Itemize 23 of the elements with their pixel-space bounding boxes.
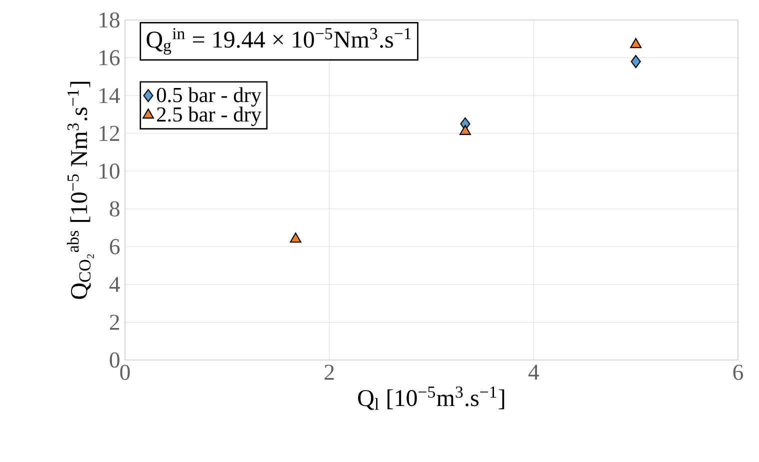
x-tick-label: 2 — [324, 364, 334, 380]
y-tick-label: 8 — [110, 201, 120, 217]
y-tick-label: 0 — [110, 352, 120, 368]
point — [630, 55, 641, 68]
text: Q$_{l}$ [10$^{−5}$m$^{3}$.s$^{−1}$] — [358, 386, 504, 410]
y-tick-label: 2 — [110, 314, 120, 330]
text: Q$_{g}$$^{in}$ = 19.44 × 10$^{−5}$Nm$^{3}$.s$^{−1}$ — [146, 28, 411, 55]
y-tick-label: 12 — [100, 126, 120, 141]
x-tick-label: 0 — [120, 364, 130, 380]
y-tick-label: 16 — [100, 50, 120, 66]
legend-label: 0.5 bar - dry — [156, 87, 262, 107]
x-tick-label: 4 — [528, 364, 539, 380]
y-tick-label: 18 — [100, 12, 120, 28]
y-tick-label: 14 — [100, 88, 120, 104]
x-tick-label: 6 — [733, 364, 743, 380]
y-tick-label: 10 — [100, 163, 120, 179]
point — [630, 38, 642, 48]
legend-label: 2.5 bar - dry — [157, 106, 262, 126]
point — [459, 124, 471, 135]
y-tick-label: 4 — [109, 276, 120, 292]
text: Q$_{CO₂}$$^{abs}$ [10$^{−5}$ Nm$^{3}$.s$^{−1}$] — [66, 82, 94, 299]
point — [290, 232, 302, 243]
y-tick-label: 6 — [110, 239, 120, 254]
